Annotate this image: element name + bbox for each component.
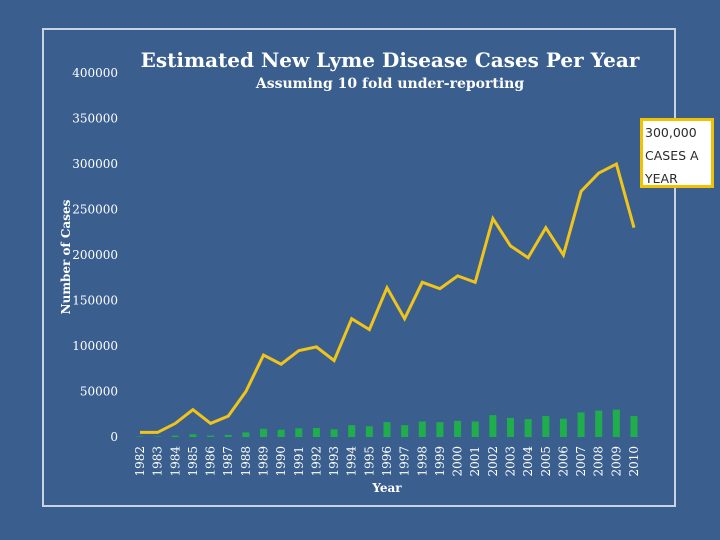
reported-bar: [630, 416, 638, 437]
y-tick-label: 50000: [80, 385, 118, 399]
y-tick-label: 200000: [72, 248, 118, 262]
x-tick-label: 2005: [539, 446, 553, 477]
reported-bar: [542, 416, 550, 437]
reported-bar: [295, 428, 303, 437]
y-tick-label: 350000: [72, 112, 118, 126]
x-tick-label: 1984: [168, 446, 182, 477]
callout-line-1: 300,000: [645, 125, 697, 140]
x-tick-label: 1988: [239, 446, 253, 477]
reported-bar: [207, 435, 215, 437]
callout-box: 300,000 CASES A YEAR: [640, 118, 714, 188]
reported-bar: [312, 427, 320, 437]
x-tick-label: 2003: [504, 446, 518, 477]
reported-bars: [136, 409, 638, 437]
estimated-line: [140, 161, 636, 434]
x-tick-label: 1999: [433, 446, 447, 477]
reported-bar: [418, 421, 426, 437]
chart-title: Estimated New Lyme Disease Cases Per Yea…: [141, 48, 640, 72]
x-tick-label: 1983: [151, 446, 165, 477]
chart-frame: [42, 28, 676, 507]
reported-bar: [401, 425, 409, 437]
reported-bar: [260, 428, 267, 437]
x-tick-label: 1987: [221, 446, 235, 477]
reported-bar: [171, 435, 179, 437]
reported-bar: [383, 422, 391, 437]
x-tick-labels: 1982 1983 1984 1985 1986 1987 1988 1989 1990 1991…: [133, 446, 641, 477]
reported-bar: [189, 434, 197, 437]
x-tick-label: 1998: [415, 446, 429, 477]
callout-line-3: YEAR: [645, 171, 678, 186]
x-tick-label: 2006: [556, 446, 570, 477]
reported-bar: [559, 418, 567, 437]
y-tick-label: 400000: [72, 66, 118, 80]
y-tick-label: 100000: [72, 339, 118, 353]
reported-bar: [595, 410, 603, 437]
estimated-cases-line: [140, 161, 636, 434]
y-tick-label: 300000: [72, 157, 118, 171]
x-tick-label: 1985: [186, 446, 200, 477]
x-tick-label: 1986: [204, 446, 218, 477]
reported-bar: [524, 419, 532, 437]
reported-bar: [348, 425, 356, 437]
reported-bar: [330, 429, 338, 437]
y-tick-label: 0: [110, 430, 118, 444]
reported-bar: [242, 432, 250, 437]
reported-bar: [471, 421, 479, 437]
x-tick-label: 1990: [274, 446, 288, 477]
callout-line-2: CASES A: [645, 148, 699, 163]
reported-bar: [277, 429, 285, 437]
x-tick-label: 2007: [574, 446, 588, 477]
x-tick-label: 1993: [327, 446, 341, 477]
x-tick-label: 2001: [468, 446, 482, 477]
x-tick-label: 2004: [521, 446, 535, 477]
x-tick-label: 1982: [133, 446, 147, 477]
x-tick-label: 2000: [451, 446, 465, 477]
x-tick-label: 2010: [627, 446, 641, 477]
x-tick-label: 1989: [257, 446, 271, 477]
x-tick-label: 2002: [486, 446, 500, 477]
reported-bar: [224, 434, 232, 437]
reported-bar: [577, 412, 585, 437]
x-axis-label: Year: [371, 481, 402, 495]
y-tick-label: 250000: [72, 203, 118, 217]
x-tick-label: 2008: [592, 446, 606, 477]
reported-bar: [365, 426, 373, 437]
x-tick-label: 1992: [309, 446, 323, 477]
x-tick-label: 2009: [609, 446, 623, 477]
reported-bar: [454, 420, 462, 437]
reported-bar: [507, 417, 514, 437]
x-tick-label: 1996: [380, 446, 394, 477]
x-tick-label: 1994: [345, 446, 359, 477]
y-tick-labels: 0 50000 100000 150000 200000 250000 300000 3500…: [72, 66, 118, 444]
y-axis-label: Number of Cases: [59, 199, 73, 314]
x-tick-label: 1995: [362, 446, 376, 477]
reported-bar: [489, 415, 497, 437]
x-tick-label: 1991: [292, 446, 306, 477]
y-tick-label: 150000: [72, 294, 118, 308]
reported-bar: [436, 422, 444, 437]
reported-bar: [612, 409, 620, 437]
x-tick-label: 1997: [398, 446, 412, 477]
chart-subtitle: Assuming 10 fold under-reporting: [255, 76, 524, 92]
